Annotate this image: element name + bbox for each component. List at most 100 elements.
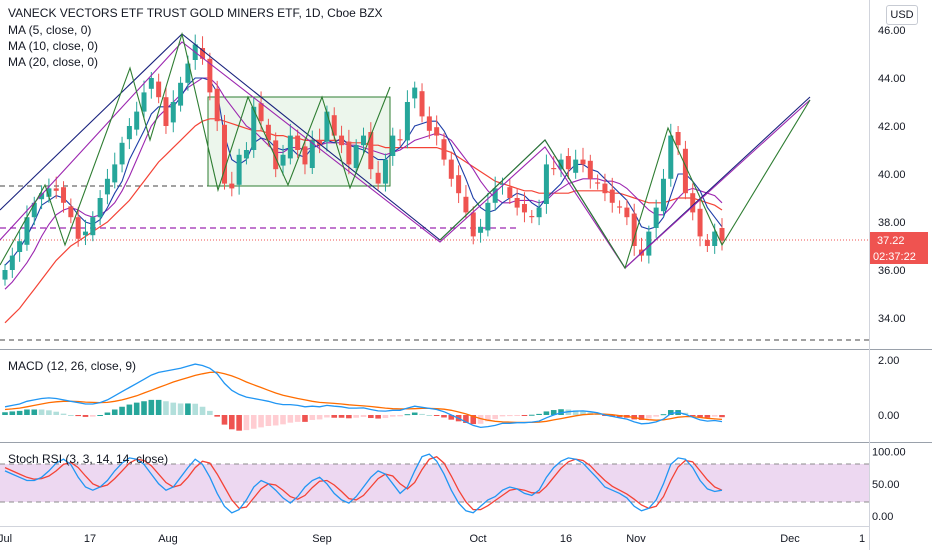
candle-body (521, 204, 527, 213)
macd-histogram-bar (419, 413, 425, 415)
macd-histogram-bar (528, 414, 535, 416)
candle-body (200, 48, 206, 59)
candle-body (82, 231, 88, 236)
macd-histogram-bar (9, 411, 16, 415)
stoch-legend[interactable]: Stoch RSI (3, 3, 14, 14, close) (8, 452, 169, 466)
drawings[interactable] (0, 31, 811, 270)
macd-histogram-bar (294, 415, 301, 422)
candle-body (9, 255, 15, 270)
candle-body (2, 270, 8, 280)
macd-histogram-bar (463, 415, 469, 423)
candle-body (273, 140, 279, 170)
macd-histogram-bar (119, 406, 125, 415)
axis-labels: 46.00 44.00 42.00 40.00 38.00 36.00 34.00 2.00 0… (0, 25, 906, 545)
candle-body (53, 188, 59, 191)
candle-body (309, 140, 315, 168)
candle-body (163, 97, 169, 126)
macd-histogram-bar (207, 410, 213, 415)
time-tick-label: Dec (780, 533, 800, 545)
candle-body (287, 135, 293, 159)
macd-histogram-bar (185, 403, 191, 415)
macd-histogram-bar (536, 413, 542, 415)
macd-histogram-bar (24, 409, 30, 415)
macd-histogram-bar (177, 403, 184, 415)
macd-histogram-bar (572, 410, 579, 415)
candle-body (675, 132, 681, 146)
time-tick-label: 17 (84, 533, 96, 545)
time-tick-label: 16 (560, 533, 572, 545)
macd-histogram-bar (192, 403, 199, 415)
last-price-tag-text: 37.22 (877, 235, 905, 247)
macd-histogram-bar (704, 415, 711, 418)
macd-histogram-bar (148, 399, 155, 415)
macd-histogram-bar (360, 415, 367, 417)
candle-body (243, 150, 249, 159)
price-tick-label: 46.00 (878, 25, 906, 37)
macd-legend[interactable]: MACD (12, 26, close, 9) (8, 359, 137, 373)
time-tick-label: 1 (859, 533, 865, 545)
macd-histogram-bar (199, 406, 206, 415)
zigzag-green-left[interactable] (0, 31, 391, 266)
ma20-legend[interactable]: MA (20, close, 0) (8, 55, 99, 69)
candle-body (236, 154, 242, 185)
candle-body (31, 202, 37, 218)
candle-body (368, 132, 374, 170)
candle-body (317, 140, 323, 146)
macd-histogram-bar (309, 415, 316, 420)
macd-histogram-bar (514, 415, 520, 416)
macd-histogram-bar (302, 415, 308, 422)
candle-body (536, 207, 542, 218)
candle-body (529, 216, 535, 218)
macd-tick-label: 0.00 (878, 410, 899, 422)
candle-body (375, 172, 381, 184)
macd-histogram-bar (82, 415, 89, 417)
candle-body (61, 187, 67, 203)
candle-body (697, 208, 703, 237)
candle-body (514, 198, 520, 208)
macd-histogram-bar (243, 415, 250, 431)
candle-body (690, 193, 696, 213)
macd-histogram-bar (353, 415, 359, 418)
candle-body (97, 198, 103, 218)
candle-body (682, 148, 688, 194)
chart-title: VANECK VECTORS ETF TRUST GOLD MINERS ETF… (8, 6, 383, 20)
ma10-legend[interactable]: MA (10, close, 0) (8, 39, 99, 53)
candle-body (426, 116, 432, 131)
candle-body (104, 178, 110, 195)
candle-body (39, 193, 45, 200)
macd-histogram-bar (375, 415, 381, 419)
stoch-band (0, 464, 869, 502)
candle-body (280, 154, 286, 166)
currency-button[interactable]: USD (886, 5, 918, 25)
candle-body (126, 126, 132, 140)
pattern-purple-line[interactable] (0, 41, 811, 269)
zigzag-green-right[interactable] (439, 99, 811, 270)
candle-body (631, 213, 637, 246)
candle-body (500, 183, 506, 185)
candle-body (302, 146, 308, 165)
ma5-legend[interactable]: MA (5, close, 0) (8, 23, 92, 37)
candle-body (492, 188, 498, 203)
time-tick-label: Jul (0, 533, 12, 545)
macd-histogram-bar (558, 409, 564, 415)
macd-histogram-bar (163, 401, 169, 415)
macd-histogram-bar (236, 415, 242, 431)
price-tick-label: 38.00 (878, 217, 906, 229)
macd-histogram-bar (711, 415, 718, 417)
macd-histogram-bar (324, 415, 330, 418)
macd-histogram-bar (60, 413, 67, 415)
macd-histogram-bar (97, 415, 103, 416)
macd-histogram-bar (638, 415, 645, 420)
candle-body (558, 159, 564, 170)
macd-histogram-bar (221, 415, 228, 425)
macd-histogram-bar (272, 415, 279, 426)
candle-body (17, 241, 23, 252)
macd-tick-label: 2.00 (878, 355, 899, 367)
candle-body (485, 202, 491, 231)
stoch-tick-label: 100.00 (872, 447, 906, 459)
stoch-tick-label: 50.00 (872, 479, 900, 491)
candle-body (265, 124, 271, 141)
candle-body (361, 135, 366, 146)
price-tick-label: 44.00 (878, 73, 906, 85)
